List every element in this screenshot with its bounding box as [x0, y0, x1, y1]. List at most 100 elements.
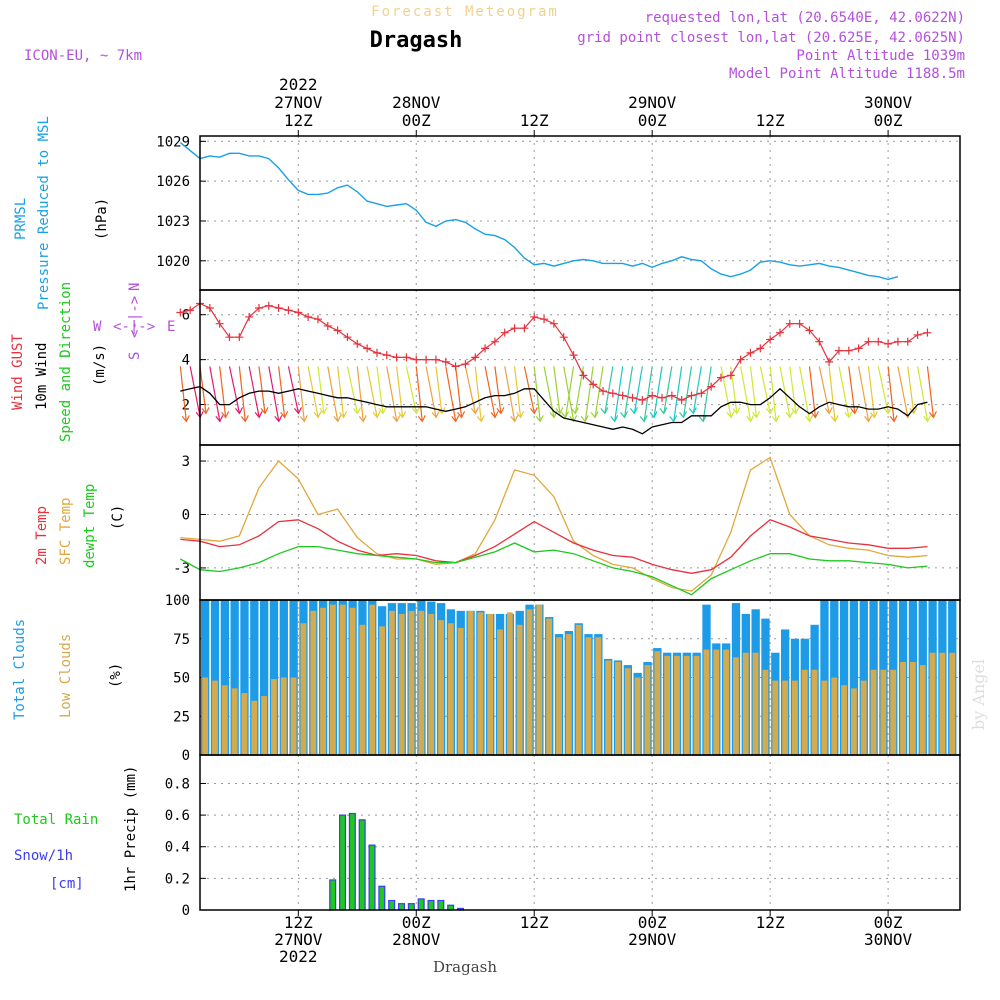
- panel-temperature: -3 0 3: [173, 445, 960, 600]
- ytick-label: 6: [182, 308, 190, 324]
- wind-speed-line: [180, 385, 928, 435]
- ytick-label: -3: [173, 561, 190, 577]
- low-cloud-bar: [300, 623, 307, 755]
- low-cloud-bar: [752, 652, 759, 755]
- wind-arrowhead: [181, 415, 190, 423]
- wind-arrow: [219, 366, 227, 418]
- time-label-bottom: 00Z: [402, 913, 431, 932]
- chart-title: Dragash: [370, 28, 463, 53]
- total-cloud-bar: [269, 600, 279, 755]
- time-label-bottom: 2022: [279, 947, 318, 966]
- ytick-label: 4: [182, 353, 190, 369]
- temp2m-label: 2m Temp: [34, 506, 50, 565]
- ytick-label: 2: [182, 398, 190, 414]
- compass-ns-arrows: <-|->: [127, 296, 143, 338]
- wind-arrowhead: [679, 411, 688, 419]
- gust-marker: [805, 326, 814, 335]
- total-cloud-bar: [210, 600, 220, 755]
- gust-marker: [638, 396, 647, 405]
- time-label-top: 28NOV: [392, 93, 441, 112]
- panel-frame: [199, 444, 961, 601]
- wind-arrowhead: [629, 407, 638, 415]
- low-cloud-bar: [605, 660, 612, 755]
- low-cloud-bar: [841, 685, 847, 755]
- time-label-bottom: 30NOV: [864, 930, 913, 949]
- wind-arrowhead: [570, 407, 579, 415]
- total-cloud-bar: [820, 600, 829, 755]
- wind-arrowhead: [726, 411, 735, 419]
- low-cloud-bar: [418, 610, 425, 755]
- wind-arrowhead: [810, 411, 819, 419]
- rain-bar: [437, 899, 445, 911]
- low-cloud-bar: [762, 669, 769, 755]
- gust-marker: [481, 344, 490, 353]
- low-cloud-bar: [860, 680, 867, 755]
- gust-marker: [540, 315, 549, 324]
- rain-bar: [348, 812, 356, 911]
- low-cloud-bar: [801, 669, 808, 755]
- wind-arrow: [623, 366, 634, 418]
- gust-marker: [333, 326, 342, 335]
- gust-marker: [451, 362, 460, 371]
- low-cloud-bar: [664, 655, 671, 755]
- low-cloud-bar: [536, 604, 543, 755]
- low-cloud-bar: [595, 637, 602, 755]
- ytick-label: 0: [182, 903, 190, 919]
- low-cloud-bar: [634, 677, 641, 755]
- rain-bar: [358, 819, 366, 911]
- wind-arrow: [769, 366, 777, 422]
- total-cloud-bar: [250, 600, 259, 755]
- wind-arrow: [916, 366, 929, 422]
- wind-arrow: [779, 366, 791, 418]
- low-cloud-bar: [339, 604, 346, 755]
- low-cloud-bar: [939, 652, 946, 755]
- wind-arrowhead: [765, 407, 774, 415]
- wind-arrow: [633, 366, 643, 414]
- gust-marker: [903, 337, 912, 346]
- wind-arrowhead: [791, 407, 800, 415]
- wind-arrowhead: [746, 415, 755, 423]
- time-label-bottom: 00Z: [638, 913, 667, 932]
- gust-marker: [245, 312, 254, 321]
- low-cloud-bar: [388, 610, 395, 755]
- wind-arrow: [682, 366, 693, 418]
- panel-pressure: 1020 1023 1026 1029: [156, 134, 960, 290]
- wind-arrow: [474, 366, 482, 422]
- wind-arrowhead: [378, 407, 387, 415]
- time-label-top: 29NOV: [628, 93, 677, 112]
- wind-arrowhead: [215, 415, 224, 423]
- low-cloud-bar: [506, 612, 513, 755]
- gust-label: Wind GUST: [10, 334, 26, 410]
- low-cloud-bar: [615, 662, 621, 755]
- time-label-top: 12Z: [284, 111, 313, 130]
- wind-arrow: [278, 366, 286, 418]
- wind-arrowhead: [864, 415, 873, 423]
- wind-arrowhead: [358, 415, 367, 423]
- gust-marker: [913, 330, 922, 339]
- wind-arrow: [907, 366, 915, 414]
- time-label-bottom: 12Z: [756, 913, 785, 932]
- gust-marker: [392, 353, 401, 362]
- gust-marker: [422, 355, 431, 364]
- gust-marker: [628, 393, 637, 402]
- wind-arrowhead: [909, 407, 918, 415]
- low-cloud-bar: [359, 624, 366, 755]
- ytick-label: 75: [173, 632, 190, 648]
- model-label: ICON-EU, ~ 7km: [24, 48, 142, 64]
- wind-arrow: [663, 366, 673, 414]
- wind-arrow: [848, 366, 856, 414]
- low-cloud-bar: [477, 612, 484, 755]
- wind-arrow: [720, 366, 732, 418]
- low-cloud-bar: [526, 609, 533, 755]
- gust-marker: [854, 344, 863, 353]
- gust-marker: [559, 333, 568, 342]
- gust-marker: [785, 319, 794, 328]
- low-cloud-bar: [280, 677, 287, 755]
- gust-marker: [304, 312, 313, 321]
- wind-arrowhead: [555, 407, 564, 415]
- wind-arrowhead: [240, 415, 249, 423]
- wind-arrow: [317, 366, 325, 414]
- gust-marker: [461, 360, 470, 369]
- ytick-label: 0.8: [165, 776, 190, 792]
- wind-arrowhead: [688, 407, 697, 415]
